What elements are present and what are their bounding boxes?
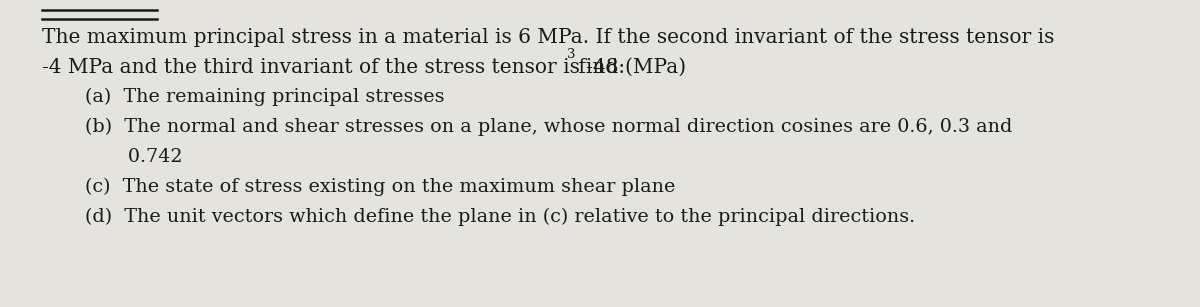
Text: 0.742: 0.742 (85, 148, 182, 166)
Text: (a)  The remaining principal stresses: (a) The remaining principal stresses (85, 88, 444, 106)
Text: (d)  The unit vectors which define the plane in (c) relative to the principal di: (d) The unit vectors which define the pl… (85, 208, 916, 226)
Text: (c)  The state of stress existing on the maximum shear plane: (c) The state of stress existing on the … (85, 178, 676, 196)
Text: find:: find: (572, 58, 625, 77)
Text: 3: 3 (566, 48, 575, 61)
Text: -4 MPa and the third invariant of the stress tensor is -48 (MPa): -4 MPa and the third invariant of the st… (42, 58, 686, 77)
Text: (b)  The normal and shear stresses on a plane, whose normal direction cosines ar: (b) The normal and shear stresses on a p… (85, 118, 1013, 136)
Text: The maximum principal stress in a material is 6 MPa. If the second invariant of : The maximum principal stress in a materi… (42, 28, 1055, 47)
